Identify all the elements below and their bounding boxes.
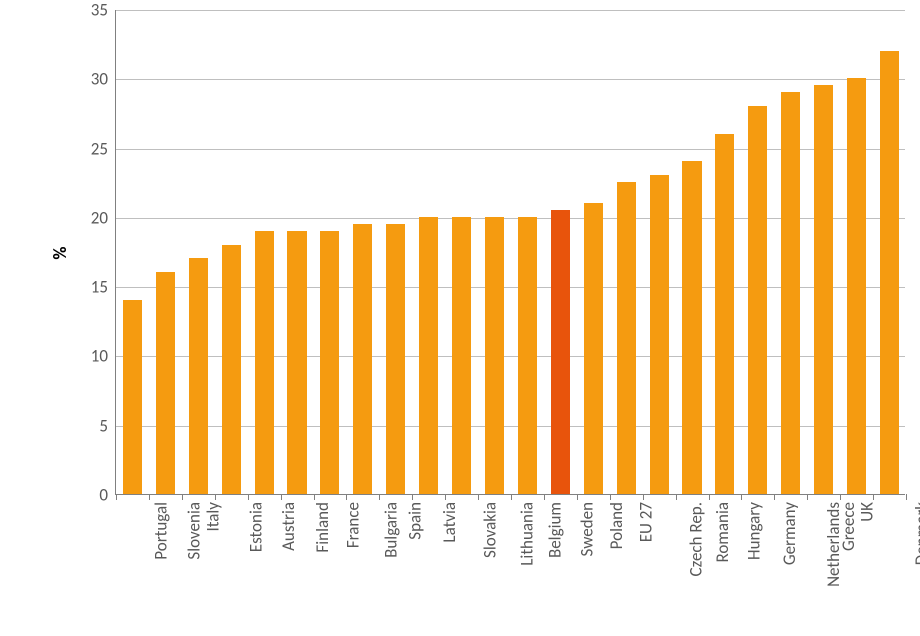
x-tick — [643, 494, 644, 500]
bar — [156, 272, 175, 494]
y-axis-label: % — [49, 246, 71, 259]
bar — [255, 231, 274, 494]
x-tick-label: Belgium — [545, 502, 566, 558]
x-tick-label: Romania — [712, 502, 733, 563]
x-tick-label: Latvia — [438, 502, 459, 543]
x-tick-label: Portugal — [151, 502, 172, 560]
x-tick — [314, 494, 315, 500]
x-tick — [281, 494, 282, 500]
y-tick-label: 10 — [91, 346, 108, 367]
y-tick-label: 5 — [99, 415, 108, 436]
y-tick-label: 30 — [91, 69, 108, 90]
bar — [880, 51, 899, 494]
x-tick-label: Germany — [779, 502, 800, 565]
x-tick-label: EU 27 — [636, 502, 657, 542]
x-tick — [445, 494, 446, 500]
bar-chart: % 05101520253035PortugalSloveniaItalyEst… — [0, 0, 920, 636]
gridline — [116, 10, 905, 11]
x-tick — [116, 494, 117, 500]
x-tick-label: France — [343, 502, 364, 548]
x-tick — [741, 494, 742, 500]
x-tick — [149, 494, 150, 500]
bar — [584, 203, 603, 494]
bar — [551, 210, 570, 494]
y-tick-label: 25 — [91, 138, 108, 159]
bar — [123, 300, 142, 494]
x-tick-label: Bulgaria — [380, 502, 401, 558]
y-tick-label: 0 — [99, 485, 108, 506]
bar — [814, 85, 833, 494]
x-tick — [873, 494, 874, 500]
x-tick-label: Denmark — [911, 502, 920, 565]
gridline — [116, 79, 905, 80]
x-tick — [709, 494, 710, 500]
x-tick — [215, 494, 216, 500]
x-tick — [511, 494, 512, 500]
bar — [518, 217, 537, 494]
bar — [353, 224, 372, 494]
x-tick-label: Spain — [404, 502, 425, 540]
x-tick — [346, 494, 347, 500]
x-tick-label: Finland — [312, 502, 333, 553]
x-tick — [577, 494, 578, 500]
bar — [386, 224, 405, 494]
x-tick-label: Austria — [278, 502, 299, 551]
y-tick-label: 35 — [91, 0, 108, 21]
x-tick — [774, 494, 775, 500]
x-tick-label: Sweden — [577, 502, 598, 556]
bar — [682, 161, 701, 494]
x-tick-label: Italy — [203, 502, 224, 532]
bar — [320, 231, 339, 494]
plot-area: 05101520253035PortugalSloveniaItalyEston… — [115, 10, 905, 495]
bar — [419, 217, 438, 494]
x-tick — [906, 494, 907, 500]
x-tick-label: UK — [856, 502, 877, 522]
bar — [189, 258, 208, 494]
y-tick-label: 20 — [91, 207, 108, 228]
bar — [222, 245, 241, 494]
x-tick-label: Poland — [606, 502, 627, 549]
bar — [748, 106, 767, 494]
x-tick — [807, 494, 808, 500]
x-tick-label: Hungary — [743, 502, 764, 560]
bar — [650, 175, 669, 494]
x-tick — [412, 494, 413, 500]
x-tick — [840, 494, 841, 500]
x-tick — [379, 494, 380, 500]
x-tick — [676, 494, 677, 500]
x-tick — [182, 494, 183, 500]
bar — [847, 78, 866, 494]
bar — [715, 134, 734, 494]
x-tick — [544, 494, 545, 500]
x-tick — [248, 494, 249, 500]
x-tick-label: Estonia — [246, 502, 267, 552]
bar — [485, 217, 504, 494]
x-tick — [610, 494, 611, 500]
x-tick-label: Slovakia — [479, 502, 500, 558]
bar — [287, 231, 306, 494]
x-tick-label: Lithuania — [516, 502, 537, 566]
x-tick-label: Czech Rep. — [686, 502, 707, 576]
bar — [617, 182, 636, 494]
y-tick-label: 15 — [91, 277, 108, 298]
bar — [452, 217, 471, 494]
x-tick — [478, 494, 479, 500]
bar — [781, 92, 800, 494]
